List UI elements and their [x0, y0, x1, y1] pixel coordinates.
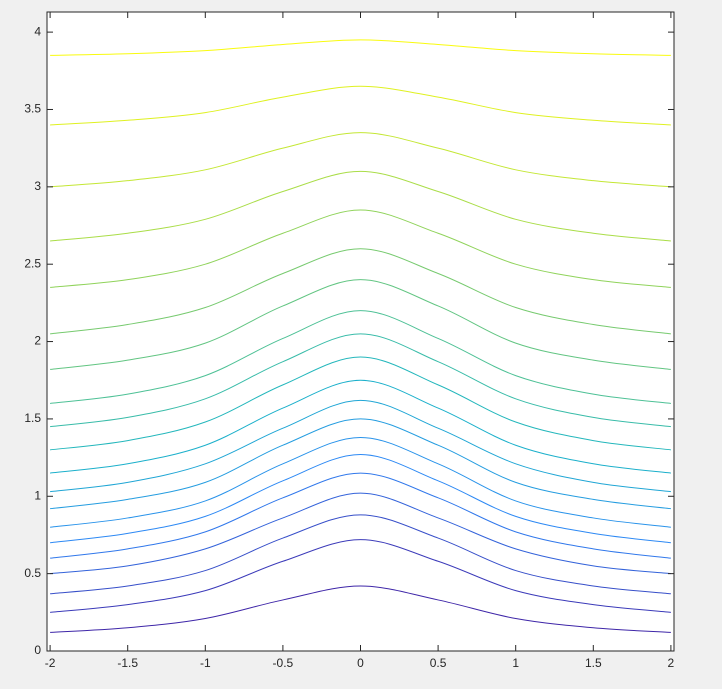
- y-tick-label: 0: [34, 643, 41, 657]
- x-tick-label: 0: [357, 656, 364, 670]
- x-tick-label: -0.5: [273, 656, 294, 670]
- x-tick-label: -1: [200, 656, 211, 670]
- contour-line: [50, 492, 671, 575]
- contour-line: [50, 379, 671, 474]
- y-tick-label: 1.5: [24, 411, 41, 425]
- contour-line: [50, 310, 671, 404]
- contour-line: [50, 472, 671, 559]
- x-tick-label: -2: [45, 656, 56, 670]
- contour-line: [50, 85, 671, 126]
- x-tick-label: -1.5: [117, 656, 138, 670]
- contour-line: [50, 39, 671, 56]
- y-tick-label: 4: [34, 24, 41, 38]
- contour-line: [50, 132, 671, 188]
- x-tick-label: 1: [512, 656, 519, 670]
- contour-line: [50, 209, 671, 288]
- plot-area: [47, 12, 674, 651]
- x-tick-label: 1.5: [585, 656, 602, 670]
- y-tick-label: 2: [34, 334, 41, 348]
- x-tick-label: 2: [668, 656, 675, 670]
- x-tick-label: 0.5: [430, 656, 447, 670]
- contour-line: [50, 170, 671, 242]
- contour-line: [50, 514, 671, 595]
- contour-line: [50, 418, 671, 510]
- contour-line: [50, 333, 671, 428]
- contour-line: [50, 539, 671, 613]
- contour-line: [50, 279, 671, 370]
- y-tick-label: 3.5: [24, 102, 41, 116]
- contour-line: [50, 399, 671, 493]
- contour-line: [50, 436, 671, 528]
- contour-line: [50, 248, 671, 335]
- y-tick-label: 3: [34, 179, 41, 193]
- y-tick-label: 2.5: [24, 256, 41, 270]
- y-tick-label: 1: [34, 488, 41, 502]
- contour-line: [50, 454, 671, 544]
- contour-line: [50, 356, 671, 451]
- y-tick-label: 0.5: [24, 566, 41, 580]
- contour-line: [50, 585, 671, 633]
